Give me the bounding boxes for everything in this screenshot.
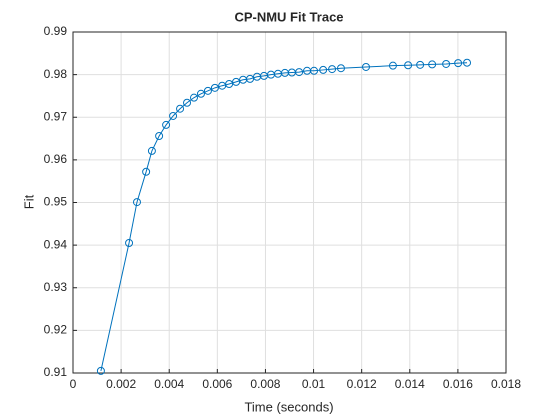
data-marker bbox=[428, 60, 437, 69]
x-tick-label: 0.016 bbox=[443, 377, 473, 391]
data-marker bbox=[319, 65, 328, 74]
data-marker bbox=[203, 86, 212, 95]
y-tick-label: 0.93 bbox=[44, 280, 68, 294]
data-marker bbox=[416, 60, 425, 69]
axes-box bbox=[72, 31, 507, 374]
data-marker bbox=[295, 68, 304, 77]
data-marker bbox=[176, 104, 185, 113]
data-marker bbox=[169, 111, 178, 120]
data-marker bbox=[225, 80, 234, 89]
data-marker bbox=[125, 238, 134, 247]
y-tick-label: 0.96 bbox=[44, 152, 68, 166]
x-tick-label: 0.006 bbox=[202, 377, 232, 391]
data-marker bbox=[189, 93, 198, 102]
x-tick-label: 0.014 bbox=[395, 377, 425, 391]
data-marker bbox=[232, 77, 241, 86]
data-marker bbox=[196, 89, 205, 98]
y-tick-label: 0.98 bbox=[44, 67, 68, 81]
data-marker bbox=[210, 83, 219, 92]
data-marker bbox=[328, 65, 337, 74]
y-tick-label: 0.97 bbox=[44, 109, 68, 123]
x-tick-label: 0.004 bbox=[154, 377, 184, 391]
data-marker bbox=[132, 198, 141, 207]
y-tick-label: 0.94 bbox=[44, 237, 68, 251]
data-marker bbox=[454, 59, 463, 68]
x-tick-label: 0.01 bbox=[302, 377, 326, 391]
data-marker bbox=[404, 61, 413, 70]
data-marker bbox=[388, 61, 397, 70]
y-tick-label: 0.91 bbox=[44, 365, 68, 379]
data-marker bbox=[162, 120, 171, 129]
chart-title: CP-NMU Fit Trace bbox=[234, 9, 343, 24]
data-marker bbox=[310, 66, 319, 75]
y-axis-label: Fit bbox=[21, 194, 36, 209]
data-marker bbox=[246, 74, 255, 83]
data-marker bbox=[183, 98, 192, 107]
x-tick-label: 0 bbox=[70, 377, 77, 391]
data-marker bbox=[442, 59, 451, 68]
data-marker bbox=[142, 167, 151, 176]
data-marker bbox=[336, 64, 345, 73]
y-tick-label: 0.99 bbox=[44, 24, 68, 38]
data-marker bbox=[463, 58, 472, 67]
x-tick-label: 0.012 bbox=[347, 377, 377, 391]
y-tick-label: 0.92 bbox=[44, 323, 68, 337]
x-axis-label: Time (seconds) bbox=[244, 399, 333, 414]
x-tick-label: 0.008 bbox=[250, 377, 280, 391]
x-tick-label: 0.002 bbox=[106, 377, 136, 391]
y-tick-label: 0.95 bbox=[44, 195, 68, 209]
data-marker bbox=[96, 366, 105, 375]
data-marker bbox=[361, 62, 370, 71]
data-marker bbox=[155, 132, 164, 141]
x-tick-label: 0.018 bbox=[491, 377, 521, 391]
data-marker bbox=[147, 146, 156, 155]
